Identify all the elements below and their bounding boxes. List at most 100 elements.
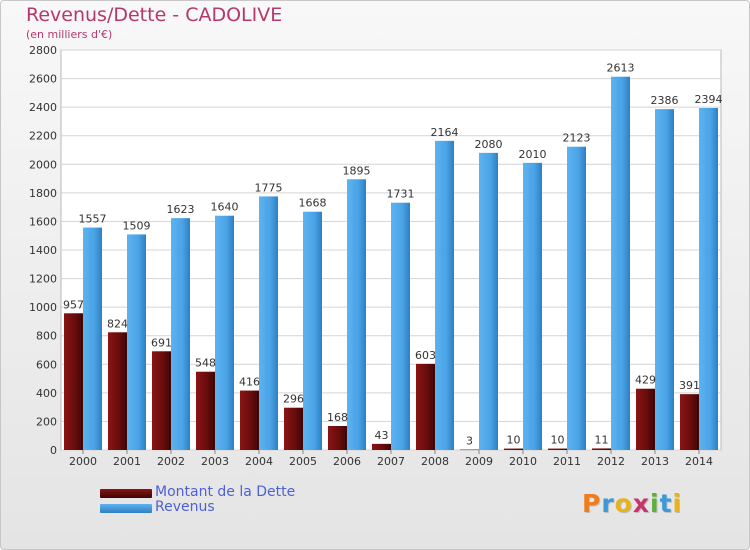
x-tick-label: 2012 (597, 455, 625, 468)
legend-swatch-revenus (100, 504, 152, 513)
bar-revenus (567, 146, 586, 450)
logo-letter: P (582, 489, 602, 518)
bar-debt (284, 407, 303, 450)
logo-letter: o (614, 489, 633, 518)
bar-debt (240, 390, 259, 450)
x-tick-label: 2001 (113, 455, 141, 468)
proxiti-logo: Proxiti (582, 489, 682, 518)
value-label-revenus: 2394 (695, 93, 723, 106)
value-label-debt: 691 (151, 336, 172, 349)
y-tick-label: 2400 (29, 101, 57, 114)
bar-revenus (655, 109, 674, 451)
value-label-debt: 416 (239, 376, 260, 389)
logo-letter: t (659, 489, 673, 518)
y-tick-label: 1000 (29, 301, 57, 314)
value-label-debt: 296 (283, 393, 304, 406)
value-label-revenus: 1509 (123, 219, 151, 232)
value-label-debt: 3 (466, 435, 473, 448)
x-tick-label: 2000 (69, 455, 97, 468)
value-label-debt: 957 (63, 298, 84, 311)
logo-letter: i (672, 489, 683, 518)
bar-revenus (171, 218, 190, 450)
x-tick-label: 2010 (509, 455, 537, 468)
bar-debt (548, 448, 567, 450)
value-label-revenus: 1640 (211, 201, 239, 214)
bar-revenus (83, 227, 102, 450)
bar-debt (196, 371, 215, 450)
y-tick-label: 2000 (29, 158, 57, 171)
y-tick-label: 600 (36, 358, 57, 371)
value-label-debt: 168 (327, 411, 348, 424)
x-tick-label: 2009 (465, 455, 493, 468)
x-tick-label: 2004 (245, 455, 273, 468)
value-label-debt: 10 (551, 434, 565, 447)
bar-revenus (215, 215, 234, 450)
legend-swatch-debt (100, 489, 152, 498)
x-tick-label: 2003 (201, 455, 229, 468)
value-label-revenus: 1557 (79, 213, 107, 226)
bar-revenus (259, 196, 278, 450)
bar-debt (460, 449, 479, 451)
bar-revenus (435, 140, 454, 450)
y-tick-label: 1600 (29, 215, 57, 228)
x-tick-label: 2013 (641, 455, 669, 468)
value-label-revenus: 2613 (607, 62, 635, 75)
y-tick-label: 2600 (29, 73, 57, 86)
value-label-revenus: 2010 (519, 148, 547, 161)
value-label-revenus: 2123 (563, 132, 591, 145)
value-label-debt: 11 (595, 433, 609, 446)
bar-revenus (303, 211, 322, 450)
x-tick-label: 2006 (333, 455, 361, 468)
legend-label-debt: Montant de la Dette (155, 484, 296, 500)
y-tick-label: 1200 (29, 273, 57, 286)
value-label-revenus: 2386 (651, 94, 679, 107)
bar-revenus (523, 162, 542, 450)
bar-revenus (611, 76, 630, 450)
y-tick-label: 2800 (29, 44, 57, 57)
bar-debt (592, 448, 611, 450)
x-tick-label: 2007 (377, 455, 405, 468)
logo-letter: r (601, 489, 615, 518)
value-label-revenus: 2080 (475, 138, 503, 151)
value-label-debt: 429 (635, 374, 656, 387)
bar-debt (108, 332, 127, 450)
value-label-revenus: 1895 (343, 164, 371, 177)
bar-debt (64, 313, 83, 450)
bar-debt (328, 426, 347, 450)
bar-debt (372, 443, 391, 450)
value-label-revenus: 1668 (299, 197, 327, 210)
value-label-debt: 603 (415, 349, 436, 362)
y-tick-label: 1800 (29, 187, 57, 200)
value-label-debt: 824 (107, 317, 128, 330)
y-tick-label: 400 (36, 387, 57, 400)
bar-debt (416, 363, 435, 450)
legend-label-revenus: Revenus (155, 499, 215, 515)
value-label-debt: 10 (507, 434, 521, 447)
x-tick-label: 2005 (289, 455, 317, 468)
bar-revenus (479, 152, 498, 450)
bar-debt (680, 394, 699, 450)
bar-debt (152, 351, 171, 450)
value-label-revenus: 1731 (387, 188, 415, 201)
x-tick-label: 2011 (553, 455, 581, 468)
value-label-revenus: 1775 (255, 181, 283, 194)
value-label-revenus: 2164 (431, 126, 459, 139)
y-tick-label: 0 (50, 444, 57, 457)
bar-revenus (699, 108, 718, 450)
value-label-revenus: 1623 (167, 203, 195, 216)
logo-letter: x (632, 489, 650, 518)
value-label-debt: 391 (679, 379, 700, 392)
chart-title: Revenus/Dette - CADOLIVE (26, 4, 283, 26)
bar-revenus (347, 179, 366, 451)
x-tick-label: 2008 (421, 455, 449, 468)
logo-letter: i (650, 489, 660, 518)
y-tick-label: 200 (36, 415, 57, 428)
x-tick-label: 2014 (685, 455, 713, 468)
bar-revenus (391, 202, 410, 450)
bar-debt (636, 388, 655, 450)
x-tick-label: 2002 (157, 455, 185, 468)
value-label-debt: 548 (195, 357, 216, 370)
bar-revenus (127, 234, 146, 450)
y-tick-label: 2200 (29, 130, 57, 143)
